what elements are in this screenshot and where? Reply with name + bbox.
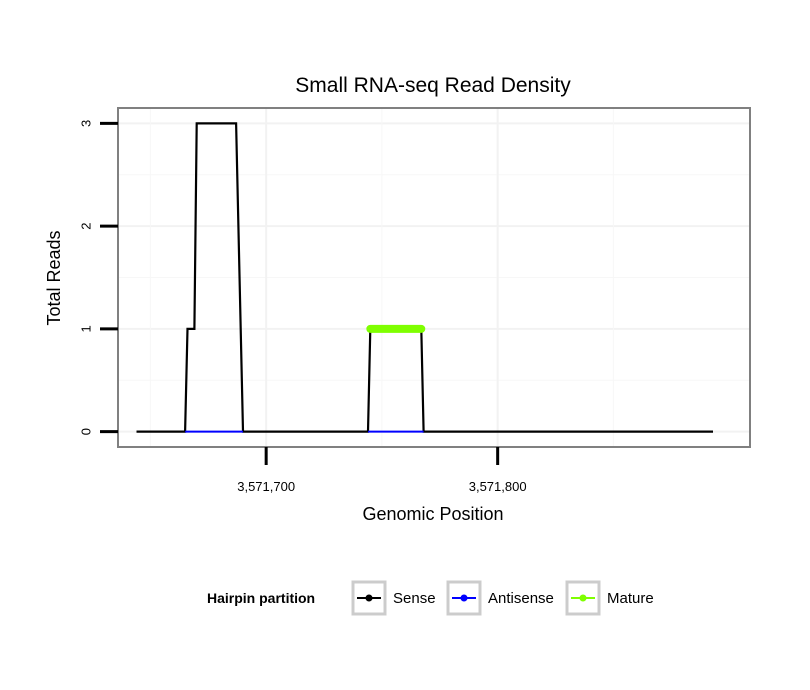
legend-dot-antisense bbox=[460, 594, 468, 602]
legend-label-sense: Sense bbox=[393, 590, 436, 607]
legend-label-mature: Mature bbox=[607, 590, 654, 607]
y-axis-title: Total Reads bbox=[44, 230, 64, 325]
legend-title: Hairpin partition bbox=[207, 590, 315, 606]
y-tick-label: 0 bbox=[79, 428, 94, 435]
legend-item-antisense: Antisense bbox=[446, 580, 554, 616]
chart-title: Small RNA-seq Read Density bbox=[295, 74, 571, 97]
legend-label-antisense: Antisense bbox=[488, 590, 554, 607]
y-tick-label: 3 bbox=[79, 120, 94, 127]
x-tick-label: 3,571,700 bbox=[237, 479, 295, 494]
series-layer bbox=[136, 122, 713, 433]
x-tick-label: 3,571,800 bbox=[469, 479, 527, 494]
grid bbox=[118, 108, 750, 447]
legend: Hairpin partition Sense Antisense Mature bbox=[207, 580, 654, 616]
legend-dot-mature bbox=[579, 594, 587, 602]
legend-item-mature: Mature bbox=[565, 580, 654, 616]
x-axis: 3,571,700 3,571,800 bbox=[237, 447, 527, 494]
y-axis: 0 1 2 3 bbox=[79, 120, 118, 435]
plot-border bbox=[117, 107, 751, 448]
y-tick-label: 2 bbox=[79, 223, 94, 230]
y-tick-label: 1 bbox=[79, 325, 94, 332]
legend-item-sense: Sense bbox=[351, 580, 436, 616]
legend-dot-sense bbox=[365, 594, 373, 602]
x-axis-title: Genomic Position bbox=[362, 504, 503, 524]
plot-area bbox=[117, 107, 751, 448]
